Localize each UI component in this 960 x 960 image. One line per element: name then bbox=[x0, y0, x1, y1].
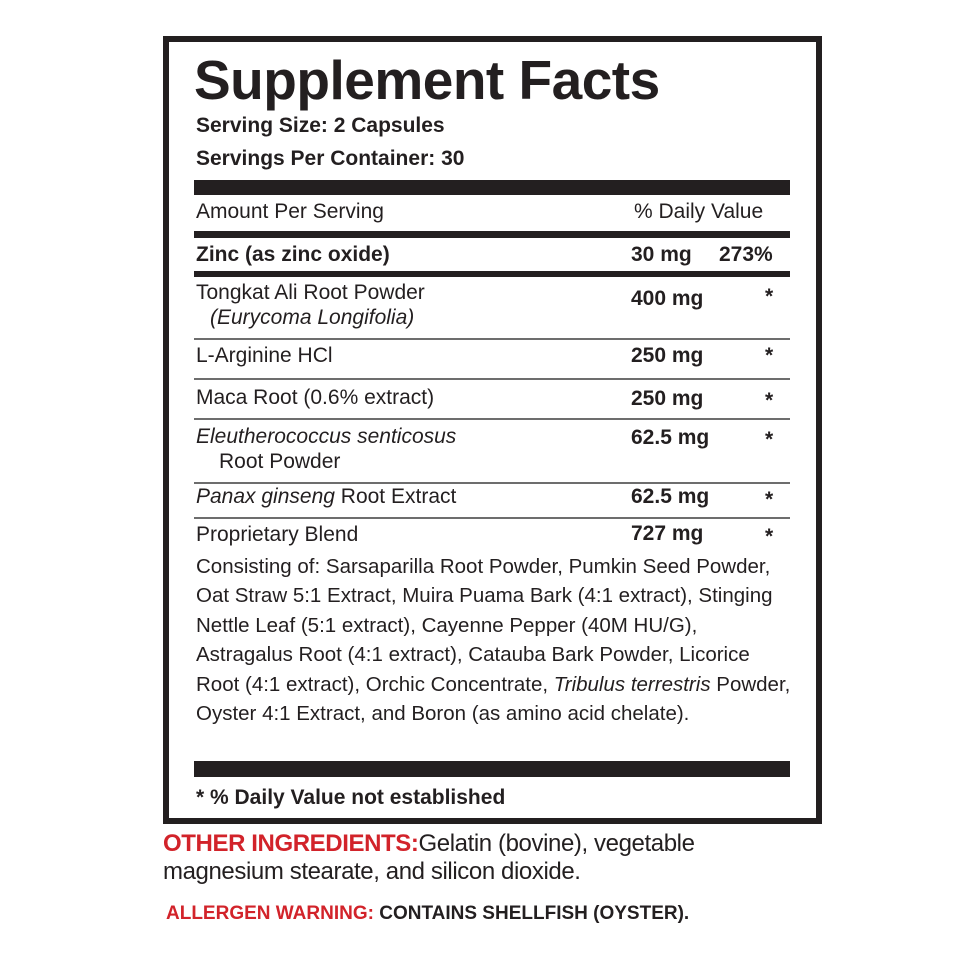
medium-divider bbox=[194, 271, 790, 277]
blend-text-1: Consisting of: Sarsaparilla Root Powder,… bbox=[196, 555, 773, 696]
row-zinc-dv: 273% bbox=[719, 243, 773, 266]
row-maca-dv: * bbox=[765, 389, 774, 412]
footnote: * % Daily Value not established bbox=[196, 786, 506, 809]
row-tongkat-dv: * bbox=[765, 285, 774, 308]
other-ingredients-label: OTHER INGREDIENTS: bbox=[163, 830, 419, 857]
servings-per-container: Servings Per Container: 30 bbox=[196, 147, 465, 170]
other-ingredients-text: Gelatin (bovine), vegetable magnesium st… bbox=[163, 830, 695, 885]
row-zinc-name: Zinc (as zinc oxide) bbox=[196, 243, 390, 266]
row-panax-name: Panax ginseng Root Extract bbox=[196, 485, 456, 509]
row-eleuthero-name: Eleutherococcus senticosus bbox=[196, 425, 457, 448]
blend-text-italic: Tribulus terrestris bbox=[553, 672, 711, 696]
row-arginine-amount: 250 mg bbox=[631, 344, 704, 367]
serving-size: Serving Size: 2 Capsules bbox=[196, 114, 445, 137]
row-blend-name: Proprietary Blend bbox=[196, 523, 359, 546]
row-eleuthero-dv: * bbox=[765, 428, 774, 451]
row-blend-dv: * bbox=[765, 525, 774, 548]
other-ingredients: OTHER INGREDIENTS:Gelatin (bovine), vege… bbox=[163, 830, 803, 886]
row-arginine-dv: * bbox=[765, 344, 774, 367]
row-zinc-amount: 30 mg bbox=[631, 243, 692, 266]
row-panax-dv: * bbox=[765, 488, 774, 511]
supplement-facts-panel bbox=[163, 36, 822, 824]
divider bbox=[194, 418, 790, 420]
row-eleuthero-sub: Root Powder bbox=[219, 450, 341, 473]
amount-per-serving-header: Amount Per Serving bbox=[196, 200, 384, 223]
divider bbox=[194, 482, 790, 484]
row-panax-italic: Panax ginseng bbox=[196, 485, 335, 508]
row-tongkat-amount: 400 mg bbox=[631, 287, 704, 310]
medium-divider bbox=[194, 231, 790, 238]
row-tongkat-name: Tongkat Ali Root Powder bbox=[196, 281, 425, 304]
blend-text-2: Powder, Oyster 4:1 Extract, and Boron (a… bbox=[196, 672, 791, 726]
blend-ingredients: Consisting of: Sarsaparilla Root Powder,… bbox=[196, 552, 796, 728]
row-eleuthero-amount: 62.5 mg bbox=[631, 426, 710, 449]
row-panax-amount: 62.5 mg bbox=[631, 485, 710, 508]
allergen-label: ALLERGEN WARNING: bbox=[166, 903, 374, 924]
row-arginine-name: L-Arginine HCl bbox=[196, 344, 333, 367]
row-blend-amount: 727 mg bbox=[631, 522, 704, 545]
thick-divider bbox=[194, 761, 790, 777]
allergen-text: CONTAINS SHELLFISH (OYSTER). bbox=[373, 903, 690, 924]
divider bbox=[194, 517, 790, 519]
divider bbox=[194, 378, 790, 380]
divider bbox=[194, 338, 790, 340]
row-maca-amount: 250 mg bbox=[631, 387, 704, 410]
row-maca-name: Maca Root (0.6% extract) bbox=[196, 386, 435, 409]
allergen-warning: ALLERGEN WARNING: CONTAINS SHELLFISH (OY… bbox=[166, 903, 689, 925]
panel-title: Supplement Facts bbox=[194, 49, 660, 111]
thick-divider bbox=[194, 180, 790, 195]
daily-value-header: % Daily Value bbox=[634, 200, 764, 223]
row-panax-rest: Root Extract bbox=[334, 485, 457, 508]
row-tongkat-sub: (Eurycoma Longifolia) bbox=[210, 306, 415, 329]
